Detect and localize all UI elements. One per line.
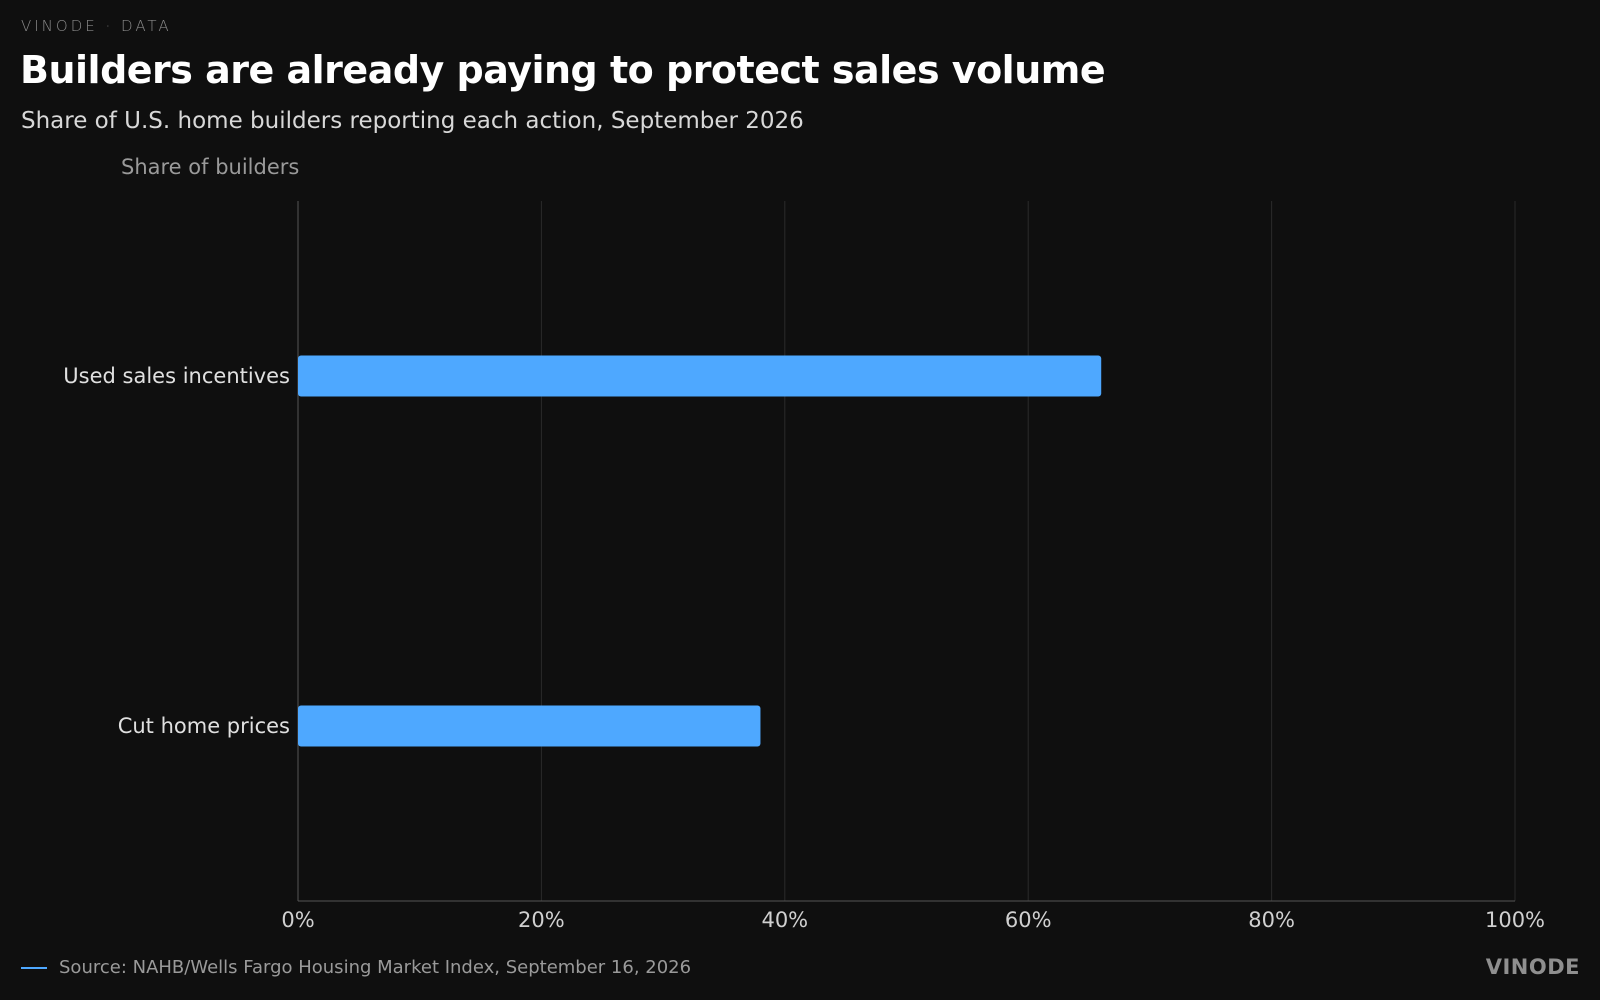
- chart-title: Builders are already paying to protect s…: [20, 48, 1106, 92]
- chart-subtitle: Share of U.S. home builders reporting ea…: [21, 108, 804, 134]
- bar: [298, 705, 761, 747]
- x-tick-label: 60%: [1005, 908, 1052, 932]
- x-tick-label: 100%: [1485, 908, 1545, 932]
- bar: [298, 355, 1102, 397]
- footer-source: Source: NAHB/Wells Fargo Housing Market …: [21, 957, 691, 978]
- category-label: Cut home prices: [118, 714, 290, 738]
- x-tick-label: 20%: [518, 908, 565, 932]
- brand-logo: VINODE: [1485, 955, 1580, 979]
- x-tick-label: 40%: [761, 908, 808, 932]
- category-label: Used sales incentives: [63, 364, 290, 388]
- y-axis-label: Share of builders: [121, 155, 300, 179]
- kicker-label: VINODE · DATA: [21, 17, 172, 35]
- x-tick-label: 0%: [281, 908, 314, 932]
- source-swatch-icon: [21, 966, 47, 969]
- source-text: Source: NAHB/Wells Fargo Housing Market …: [59, 957, 692, 978]
- x-tick-label: 80%: [1248, 908, 1295, 932]
